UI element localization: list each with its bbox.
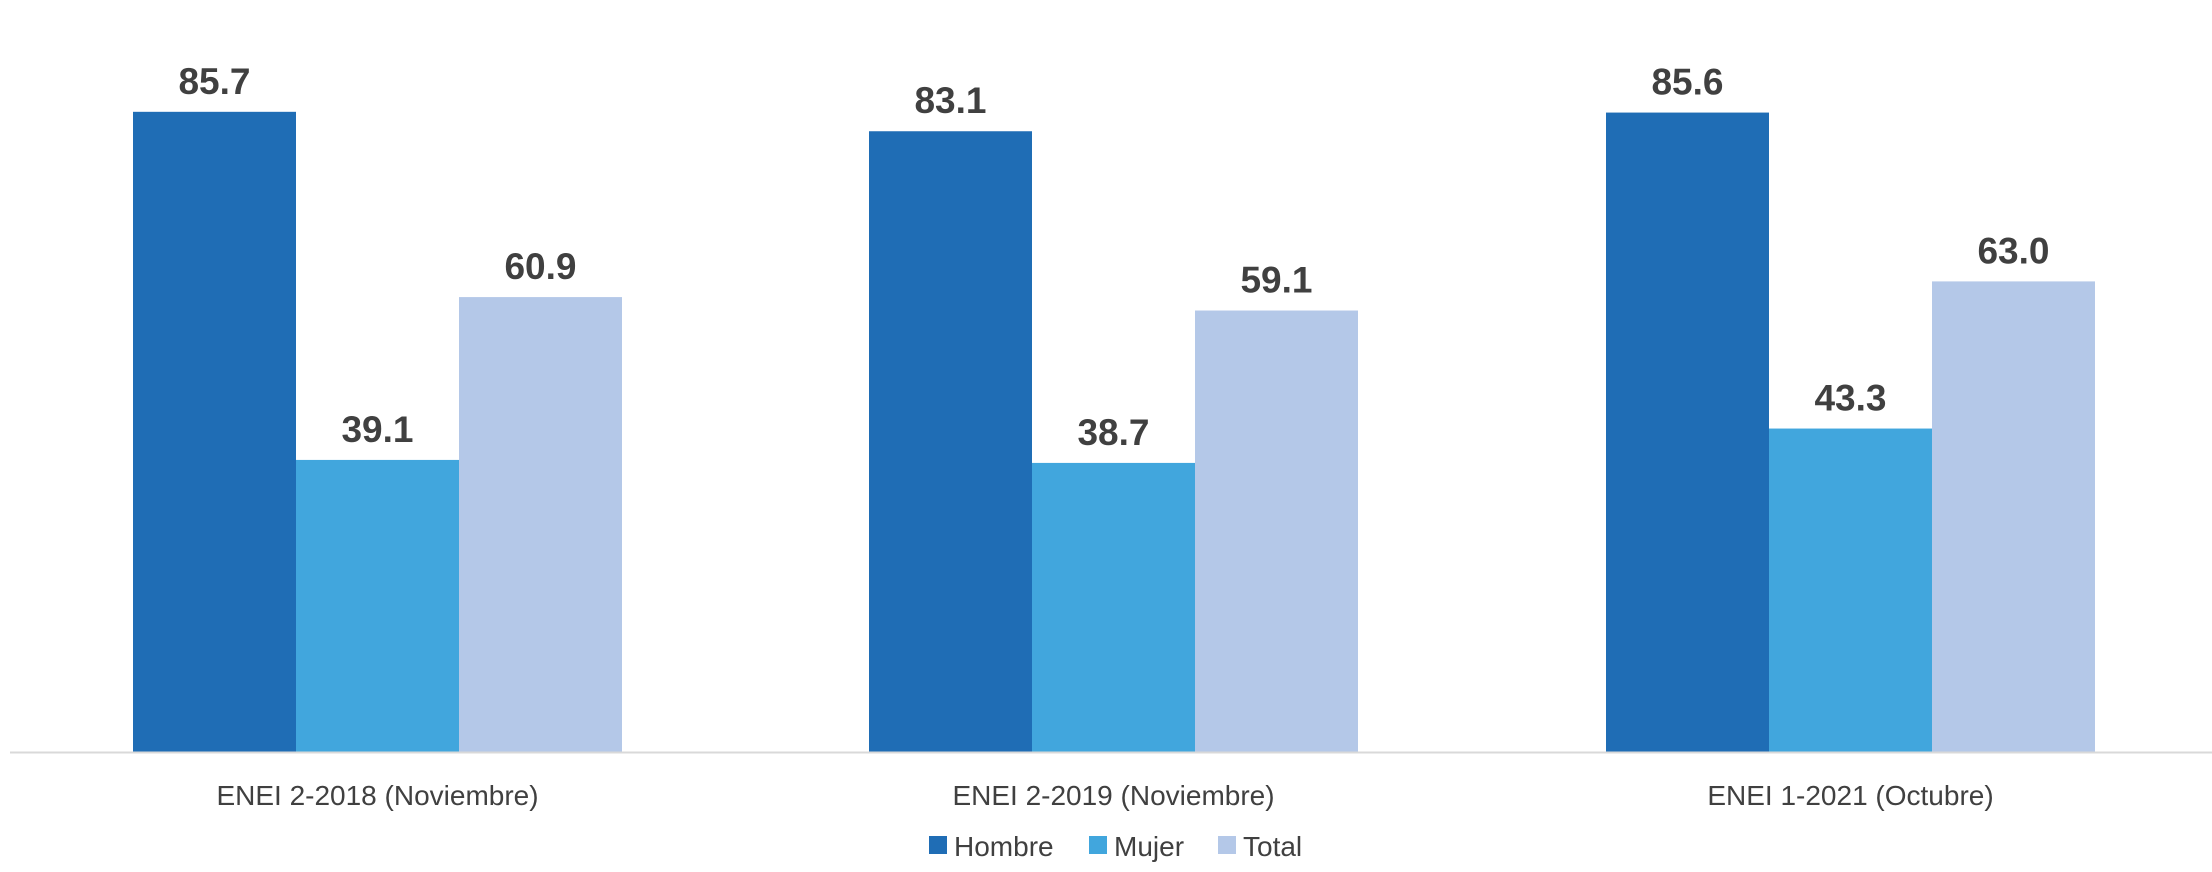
category-label-1: ENEI 2-2018 (Noviembre) [216, 780, 538, 811]
category-labels-layer: ENEI 2-2018 (Noviembre) ENEI 2-2019 (Novi… [216, 780, 1993, 811]
legend-item-mujer: Mujer [1089, 831, 1184, 862]
value-label-hombre-1: 85.7 [178, 61, 250, 102]
bar-mujer-3 [1769, 428, 1932, 752]
bars-layer [133, 111, 2095, 753]
value-label-hombre-3: 85.6 [1651, 62, 1723, 103]
bar-total-1 [459, 297, 622, 752]
bar-mujer-1 [296, 459, 459, 752]
legend-item-total: Total [1218, 831, 1302, 862]
bar-hombre-3 [1606, 112, 1769, 753]
legend-label-hombre: Hombre [954, 831, 1054, 862]
bar-mujer-2 [1032, 462, 1195, 752]
category-label-3: ENEI 1-2021 (Octubre) [1707, 780, 1993, 811]
category-label-2: ENEI 2-2019 (Noviembre) [952, 780, 1274, 811]
bar-hombre-1 [133, 111, 296, 753]
bar-hombre-2 [869, 131, 1032, 753]
legend-item-hombre: Hombre [929, 831, 1054, 862]
legend-label-total: Total [1243, 831, 1302, 862]
value-label-mujer-3: 43.3 [1814, 378, 1886, 419]
value-label-total-3: 63.0 [1977, 230, 2049, 271]
bar-total-3 [1932, 281, 2095, 752]
legend-swatch-hombre [929, 836, 947, 854]
value-label-total-2: 59.1 [1240, 260, 1312, 301]
value-label-mujer-1: 39.1 [341, 409, 413, 450]
legend: Hombre Mujer Total [929, 831, 1302, 862]
value-labels-layer: 85.7 39.1 60.9 83.1 38.7 59.1 85.6 43.3 63.0 [178, 61, 2049, 453]
value-label-hombre-2: 83.1 [914, 80, 986, 121]
legend-label-mujer: Mujer [1114, 831, 1184, 862]
value-label-total-1: 60.9 [504, 246, 576, 287]
legend-swatch-total [1218, 836, 1236, 854]
bar-total-2 [1195, 310, 1358, 752]
value-label-mujer-2: 38.7 [1077, 412, 1149, 453]
legend-swatch-mujer [1089, 836, 1107, 854]
